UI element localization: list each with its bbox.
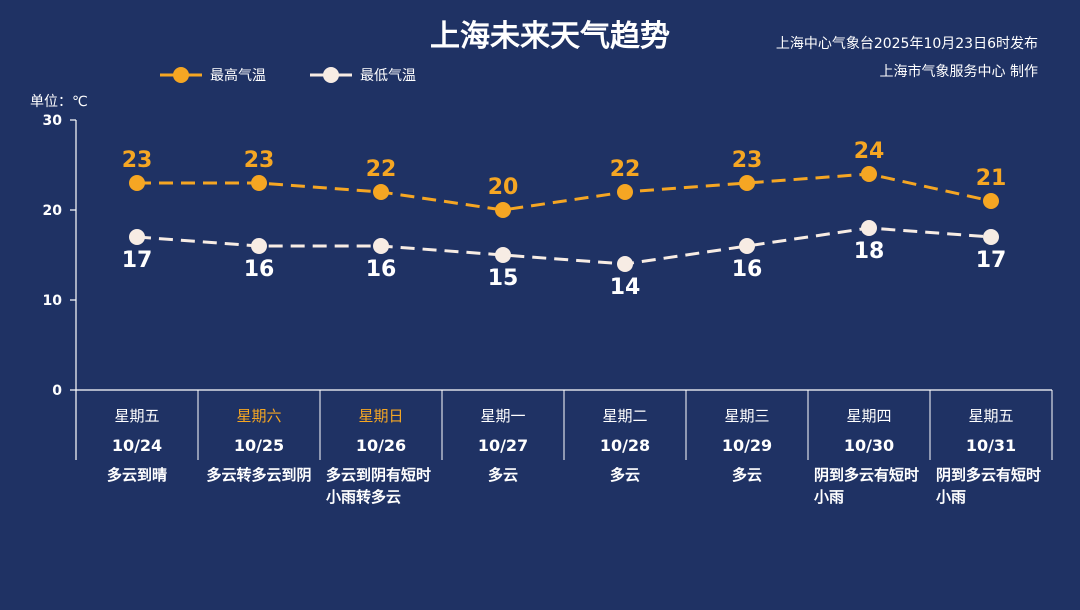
- high-temp-label: 22: [610, 157, 641, 182]
- high-temp-point: [983, 193, 999, 209]
- y-tick-label: 10: [43, 293, 63, 309]
- weather-desc: 多云到晴: [107, 466, 167, 484]
- weekday-label: 星期五: [114, 407, 159, 425]
- low-temp-point: [861, 220, 877, 236]
- low-temp-label: 18: [854, 239, 885, 264]
- low-temp-label: 16: [366, 257, 397, 282]
- weekday-label: 星期四: [846, 407, 891, 425]
- date-label: 10/29: [722, 436, 772, 455]
- weather-desc: 多云: [488, 466, 518, 484]
- low-temp-point: [617, 256, 633, 272]
- high-temp-label: 22: [366, 157, 397, 182]
- axes: 0 10 20 30: [43, 113, 1053, 460]
- producer-info: 上海市气象服务中心 制作: [880, 63, 1038, 80]
- high-temp-label: 21: [976, 166, 1007, 191]
- low-temp-point: [983, 229, 999, 245]
- weather-desc: 多云: [610, 466, 640, 484]
- legend-item-low: 最低气温: [310, 67, 416, 84]
- low-temp-label: 14: [610, 275, 641, 300]
- x-axis-labels: 星期五 10/24 多云到晴 星期六 10/25 多云转多云到阴 星期日 10/26 多云到阴有…: [107, 407, 1041, 506]
- high-temp-point: [129, 175, 145, 191]
- date-label: 10/27: [478, 436, 528, 455]
- legend-low-label: 最低气温: [360, 68, 416, 84]
- low-temp-label: 16: [244, 257, 275, 282]
- low-temp-point: [495, 247, 511, 263]
- high-temp-point: [739, 175, 755, 191]
- chart-title: 上海未来天气趋势: [430, 19, 670, 54]
- legend-high-marker: [173, 67, 189, 83]
- weekday-label: 星期三: [724, 407, 769, 425]
- date-label: 10/28: [600, 436, 650, 455]
- low-temp-point: [251, 238, 267, 254]
- weather-desc: 多云: [732, 466, 762, 484]
- unit-label: 单位：℃: [30, 94, 88, 110]
- high-temp-label: 23: [732, 148, 763, 173]
- date-label: 10/30: [844, 436, 894, 455]
- low-temp-label: 17: [976, 248, 1007, 273]
- legend-item-high: 最高气温: [160, 67, 266, 84]
- weather-desc: 多云到阴有短时小雨转多云: [326, 466, 431, 506]
- date-label: 10/25: [234, 436, 284, 455]
- low-temp-point: [739, 238, 755, 254]
- high-temp-point: [251, 175, 267, 191]
- date-label: 10/24: [112, 436, 162, 455]
- high-temp-point: [617, 184, 633, 200]
- weather-desc: 阴到多云有短时小雨: [814, 466, 919, 506]
- date-label: 10/31: [966, 436, 1016, 455]
- y-tick-label: 0: [52, 383, 62, 399]
- high-temp-label: 23: [122, 148, 153, 173]
- weekday-label: 星期五: [968, 407, 1013, 425]
- y-tick-label: 20: [43, 203, 63, 219]
- y-tick-label: 30: [43, 113, 63, 129]
- low-temp-label: 16: [732, 257, 763, 282]
- low-temp-point: [129, 229, 145, 245]
- weather-desc: 多云转多云到阴: [206, 466, 311, 484]
- weekday-label: 星期六: [236, 407, 281, 425]
- high-temp-label: 20: [488, 175, 519, 200]
- legend: 最高气温 最低气温: [160, 67, 416, 84]
- low-temp-label: 15: [488, 266, 519, 291]
- high-temp-point: [861, 166, 877, 182]
- weekday-label: 星期二: [602, 407, 647, 425]
- low-temp-point: [373, 238, 389, 254]
- publish-info: 上海中心气象台2025年10月23日6时发布: [776, 36, 1038, 52]
- low-temp-line: [136, 226, 992, 266]
- legend-high-label: 最高气温: [210, 67, 266, 84]
- weather-desc: 阴到多云有短时小雨: [936, 466, 1041, 506]
- weekday-label: 星期日: [358, 407, 403, 425]
- high-temp-label: 23: [244, 148, 275, 173]
- date-label: 10/26: [356, 436, 406, 455]
- high-temp-point: [495, 202, 511, 218]
- weekday-label: 星期一: [480, 407, 525, 425]
- low-temp-label: 17: [122, 248, 153, 273]
- high-temp-point: [373, 184, 389, 200]
- high-temp-line: [137, 172, 992, 212]
- plot-area: 23 23 22 20 22 23 24 21 17 16 16 15 14 16 18 17: [122, 139, 1007, 300]
- high-temp-label: 24: [854, 139, 885, 164]
- legend-low-marker: [323, 67, 339, 83]
